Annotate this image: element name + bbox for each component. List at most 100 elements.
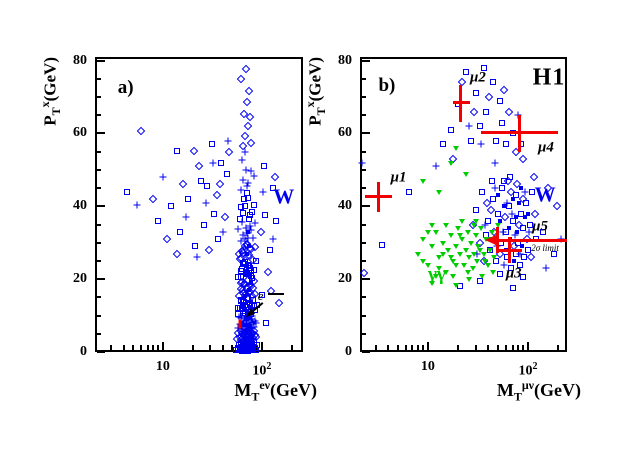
data-point — [527, 221, 534, 228]
x-axis-minor-tick — [411, 345, 414, 350]
data-point — [508, 210, 516, 218]
data-point — [218, 159, 225, 166]
data-point — [477, 140, 485, 148]
data-point — [429, 244, 436, 250]
y-axis-major-tick — [362, 278, 370, 281]
data-point — [491, 159, 499, 167]
data-point — [520, 244, 525, 249]
data-point — [516, 250, 524, 258]
data-point — [515, 229, 520, 234]
data-point — [539, 228, 546, 235]
data-point — [471, 222, 478, 228]
data-point — [519, 186, 524, 191]
data-point — [461, 262, 468, 268]
y-axis-major-tick — [97, 278, 105, 281]
data-point — [197, 177, 204, 184]
y-axis-minor-tick — [362, 332, 366, 335]
data-point — [471, 251, 478, 257]
y-axis-minor-tick — [362, 150, 366, 153]
data-point — [243, 189, 250, 196]
data-point — [514, 215, 519, 220]
data-point — [523, 215, 528, 220]
data-point — [415, 251, 422, 257]
data-point — [472, 233, 479, 239]
data-point — [510, 285, 517, 292]
data-point — [242, 224, 250, 232]
data-point — [496, 270, 503, 277]
h1-experiment-label: H1 — [532, 64, 566, 91]
data-point — [238, 204, 245, 211]
muon-event-mu3-label: μ3 — [505, 265, 522, 282]
data-point — [245, 215, 252, 222]
data-point — [244, 347, 251, 354]
data-point — [266, 247, 273, 254]
data-point — [202, 199, 210, 207]
y-axis-minor-tick — [97, 96, 101, 99]
data-point — [468, 137, 475, 144]
y-axis-major-tick — [362, 205, 370, 208]
x-axis-major-tick — [161, 342, 164, 350]
data-point — [502, 204, 507, 209]
x-axis-minor-tick — [417, 345, 420, 350]
data-point — [214, 236, 221, 243]
data-point — [240, 304, 245, 309]
data-point — [249, 209, 256, 216]
data-point — [133, 201, 141, 209]
y-axis-tick-label: 80 — [338, 52, 352, 68]
data-point — [191, 243, 198, 250]
data-point — [243, 340, 248, 345]
data-point — [485, 262, 492, 268]
data-point — [123, 188, 130, 195]
y-axis-minor-tick — [97, 241, 101, 244]
y-axis-minor-tick — [97, 314, 101, 317]
data-point — [247, 167, 255, 175]
data-point — [526, 211, 531, 216]
data-point — [491, 255, 498, 261]
data-point — [465, 122, 473, 130]
data-point — [475, 244, 482, 250]
data-point — [459, 237, 466, 243]
data-point — [480, 251, 487, 257]
panel-letter-b: b) — [378, 75, 396, 97]
y-axis-minor-tick — [362, 77, 366, 80]
data-point — [499, 119, 506, 126]
data-point — [479, 273, 486, 279]
data-point — [468, 240, 475, 246]
data-point — [254, 342, 261, 349]
data-point — [219, 228, 227, 236]
data-point — [506, 226, 511, 231]
data-point — [246, 324, 254, 332]
data-point — [243, 182, 251, 190]
data-point — [261, 212, 268, 219]
data-point — [248, 273, 253, 278]
x-axis-minor-tick — [387, 345, 390, 350]
data-point — [474, 258, 481, 264]
data-point — [211, 210, 218, 217]
data-point — [476, 277, 483, 284]
data-point — [245, 251, 250, 256]
data-point — [358, 159, 366, 167]
data-point — [420, 237, 427, 243]
y-axis-minor-tick — [362, 296, 366, 299]
data-point — [455, 226, 462, 232]
data-point — [246, 288, 251, 293]
x-axis-minor-tick — [139, 345, 142, 350]
data-point — [447, 255, 454, 261]
data-point — [239, 209, 246, 216]
data-point — [450, 273, 457, 279]
y-axis-major-tick — [362, 351, 370, 353]
data-point — [517, 200, 522, 205]
electron-label-dash — [268, 293, 285, 296]
data-point — [447, 233, 454, 239]
data-point — [237, 186, 245, 194]
data-point — [239, 321, 247, 329]
data-point — [182, 213, 190, 221]
data-point — [270, 185, 277, 192]
data-point — [521, 254, 528, 261]
electron-event-marker — [238, 319, 242, 329]
data-point — [167, 203, 174, 210]
data-point — [494, 222, 501, 228]
x-axis-minor-tick — [474, 345, 477, 350]
x-axis-minor-tick — [290, 345, 293, 350]
y-axis-tick-label: 80 — [73, 52, 87, 68]
